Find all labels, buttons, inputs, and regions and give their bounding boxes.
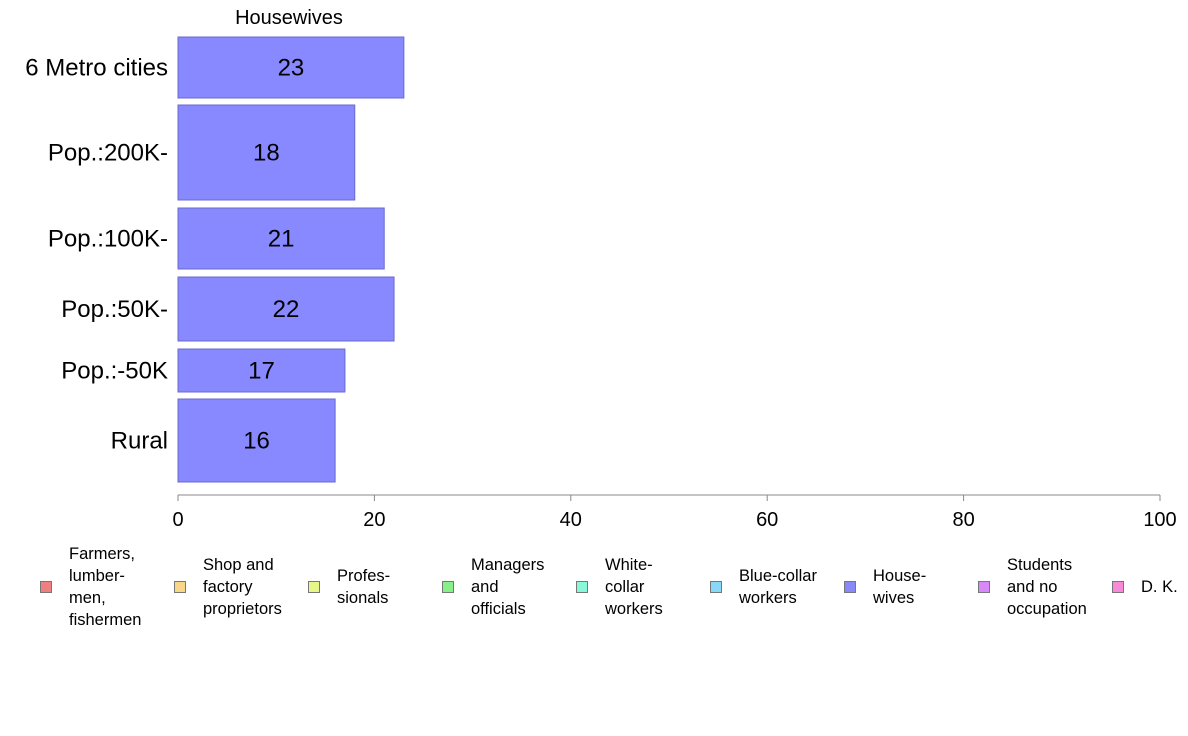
x-tick-label: 20 [363, 509, 385, 531]
x-tick-label: 40 [560, 509, 582, 531]
legend-item: White- collar workers [576, 552, 663, 622]
bar [177, 207, 385, 270]
legend-item: Farmers, lumber- men, fishermen [40, 545, 141, 629]
bar [177, 104, 356, 201]
category-label: Rural [111, 428, 168, 455]
legend-swatch [442, 581, 454, 593]
legend-label: Farmers, lumber- men, fishermen [69, 545, 142, 629]
legend-item: Managers and officials [442, 552, 544, 622]
x-tick-label: 60 [756, 509, 778, 531]
bar-value-label: 23 [278, 55, 305, 82]
bar-value-label: 22 [273, 296, 300, 323]
legend-item: Shop and factory proprietors [174, 552, 282, 622]
bars-group: 23 6 Metro cities 18 Pop.:200K- 21 Pop.:100K-… [25, 36, 405, 483]
legend-label: Profes- sionals [337, 567, 391, 607]
legend-label: D. K. [1141, 578, 1178, 596]
bar-value-label: 16 [243, 428, 270, 455]
legend-swatch [308, 581, 320, 593]
bar [177, 398, 336, 483]
x-tick-label: 0 [172, 509, 183, 531]
legend-swatch [40, 581, 52, 593]
legend-label: Shop and factory proprietors [203, 556, 282, 618]
bar [177, 276, 395, 342]
legend-swatch [174, 581, 186, 593]
legend-item: Blue-collar workers [710, 552, 817, 622]
legend-label: House- wives [873, 567, 927, 607]
legend-label: Blue-collar workers [739, 567, 817, 607]
legend: Farmers, lumber- men, fishermen Shop and … [0, 545, 1188, 642]
legend-swatch [978, 581, 990, 593]
chart-title: Housewives [235, 7, 343, 29]
bar-value-label: 18 [253, 140, 280, 167]
legend-item: Profes- sionals [308, 552, 390, 622]
legend-swatch [576, 581, 588, 593]
legend-swatch [710, 581, 722, 593]
bar [177, 348, 346, 393]
x-tick-label: 100 [1143, 509, 1176, 531]
x-axis: 0 20 40 60 80 100 [172, 494, 1177, 531]
bar-value-label: 21 [268, 226, 295, 253]
bar-value-label: 17 [248, 358, 275, 385]
category-label: Pop.:-50K [61, 358, 168, 385]
legend-swatch [844, 581, 856, 593]
legend-label: Students and no occupation [1007, 556, 1087, 618]
category-label: Pop.:100K- [48, 226, 168, 253]
category-label: Pop.:50K- [61, 296, 168, 323]
legend-item: D. K. [1112, 552, 1178, 622]
legend-label: Managers and officials [471, 556, 545, 618]
category-label: 6 Metro cities [25, 55, 168, 82]
bar [177, 36, 405, 99]
category-label: Pop.:200K- [48, 140, 168, 167]
legend-swatch [1112, 581, 1124, 593]
legend-item: Students and no occupation [978, 552, 1087, 622]
legend-label: White- collar workers [605, 556, 663, 618]
x-tick-label: 80 [952, 509, 974, 531]
bar-chart: Housewives 236 Metro cities18Pop.:200K-2… [25, 7, 1177, 531]
legend-item: House- wives [844, 552, 926, 622]
